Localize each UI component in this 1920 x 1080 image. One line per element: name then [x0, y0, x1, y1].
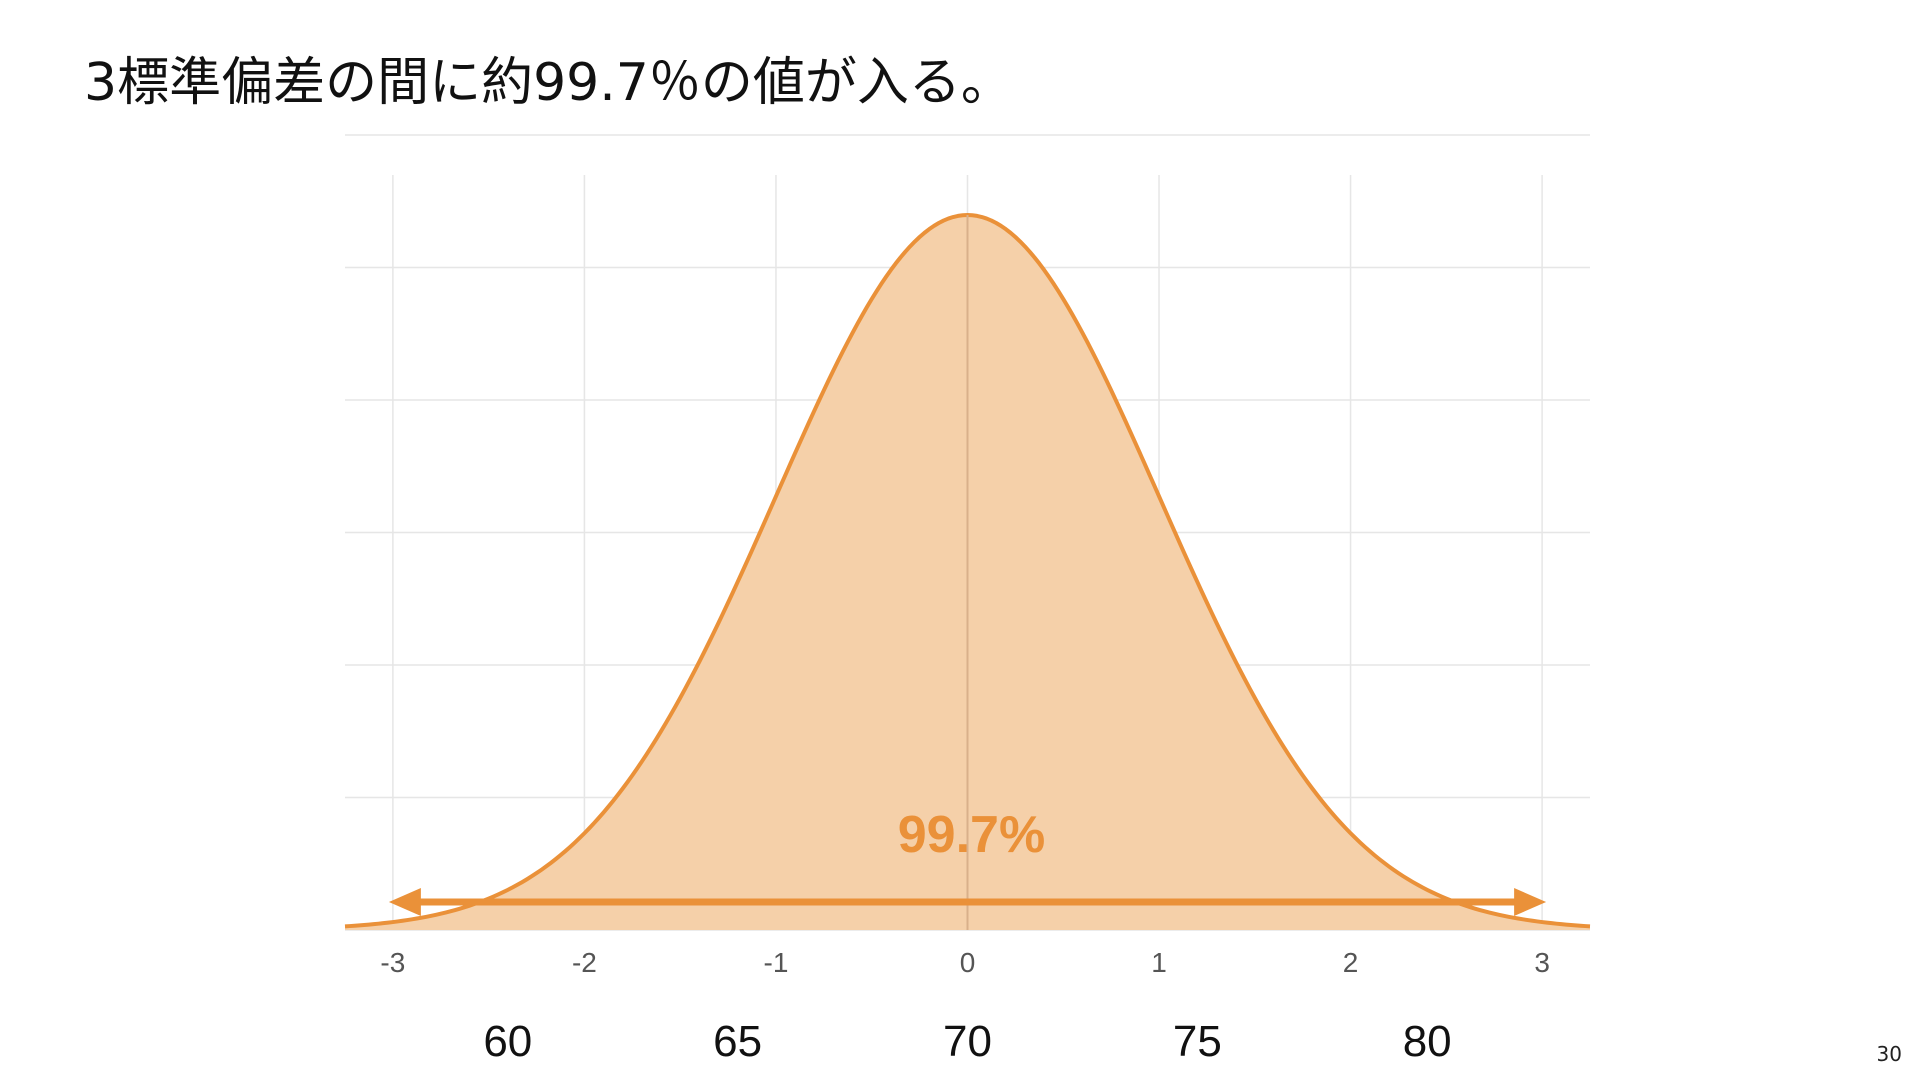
score-tick-label: 75 — [1173, 1017, 1222, 1066]
arrow-head-right — [1514, 888, 1547, 916]
score-ticks: 60 65 70 75 80 — [483, 1017, 1451, 1066]
x-tick-label: -1 — [764, 947, 789, 978]
score-tick-label: 80 — [1403, 1017, 1452, 1066]
page-number: 30 — [1876, 1042, 1902, 1066]
slide-title: 3標準偏差の間に約99.7％の値が入る。 — [84, 53, 1013, 113]
score-tick-label: 70 — [943, 1017, 992, 1066]
x-axis-ticks: -3 -2 -1 0 1 2 3 — [380, 947, 1549, 978]
x-tick-label: 0 — [960, 947, 976, 978]
range-arrow — [388, 888, 1547, 916]
x-tick-label: 3 — [1534, 947, 1550, 978]
x-tick-label: 1 — [1151, 947, 1167, 978]
score-tick-label: 65 — [713, 1017, 762, 1066]
x-tick-label: 2 — [1343, 947, 1359, 978]
x-tick-label: -3 — [380, 947, 405, 978]
x-tick-label: -2 — [572, 947, 597, 978]
percent-annotation: 99.7% — [898, 806, 1045, 864]
score-tick-label: 60 — [483, 1017, 532, 1066]
arrow-head-left — [388, 888, 421, 916]
